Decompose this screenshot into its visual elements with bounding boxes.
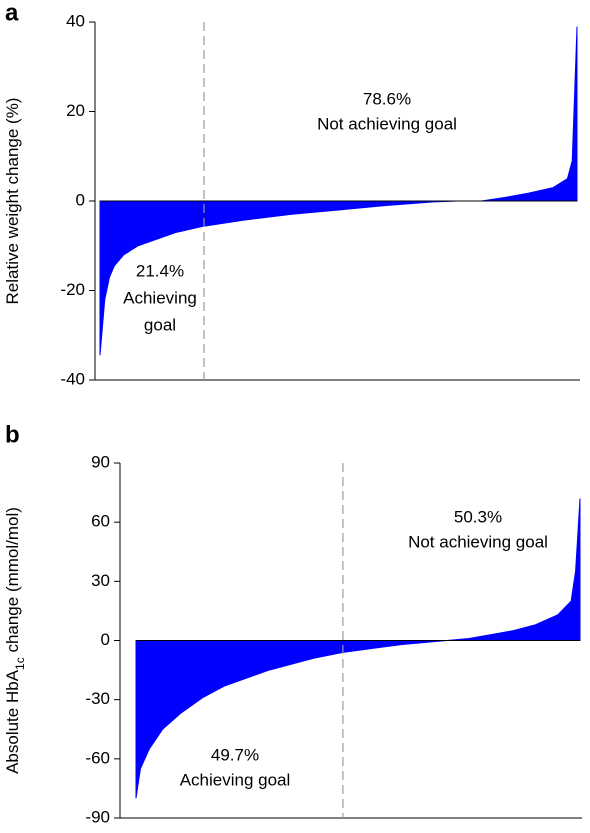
annotation: Achieving goal [180,770,291,789]
y-axis-label-part: Absolute HbA [3,669,22,774]
y-axis-label-part: Relative weight change (%) [3,98,22,305]
y-tick-label: -20 [60,280,85,299]
y-axis-label-part: change (mmol/mol) [3,507,22,657]
y-tick-label: 0 [101,630,110,649]
annotation: Not achieving goal [317,114,457,133]
y-tick-label: -90 [85,807,110,826]
y-axis-label: Absolute HbA1c change (mmol/mol) [3,507,27,774]
annotation: 78.6% [363,89,411,108]
y-tick-label: -60 [85,748,110,767]
y-axis-label: Relative weight change (%) [3,98,22,305]
annotation: 50.3% [454,507,502,526]
panel-label: a [5,0,19,26]
y-tick-label: 60 [91,512,110,531]
panel-label: b [5,421,20,448]
annotation: 21.4% [136,261,184,280]
y-tick-label: 40 [66,11,85,30]
annotation: 49.7% [211,745,259,764]
y-tick-label: -30 [85,689,110,708]
annotation: Achieving [123,288,197,307]
y-tick-label: 90 [91,452,110,471]
y-tick-label: 30 [91,571,110,590]
y-tick-label: 0 [76,190,85,209]
y-tick-label: -40 [60,369,85,388]
y-axis-label-part: 1c [13,657,27,670]
annotation: Not achieving goal [408,532,548,551]
waterfall-area [135,498,581,799]
y-tick-label: 20 [66,101,85,120]
waterfall-area [99,26,578,356]
annotation: goal [144,315,176,334]
